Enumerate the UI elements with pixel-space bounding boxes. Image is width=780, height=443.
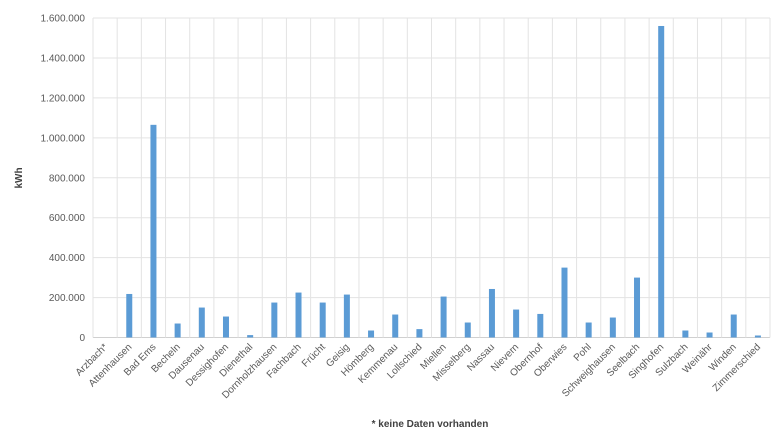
y-tick-label: 1.200.000 xyxy=(41,93,86,104)
bar-nievern xyxy=(513,309,520,338)
bar-seelbach xyxy=(634,277,641,338)
grid xyxy=(92,17,771,338)
y-tick-label: 1.000.000 xyxy=(41,133,86,144)
y-tick-label: 800.000 xyxy=(49,173,86,184)
bar-lollschied xyxy=(416,329,423,338)
y-tick-label: 0 xyxy=(79,333,85,344)
bar-kemmenau xyxy=(392,314,399,338)
bar-wein-hr xyxy=(706,332,713,338)
y-tick-label: 600.000 xyxy=(49,213,86,224)
bar-geisig xyxy=(343,294,350,338)
bar-dausenau xyxy=(198,307,205,338)
bar-oberwies xyxy=(561,267,568,338)
y-axis-label: kWh xyxy=(14,167,25,188)
y-tick-label: 1.400.000 xyxy=(41,53,86,64)
bar-singhofen xyxy=(658,25,665,338)
bar-dessighofen xyxy=(222,316,229,338)
y-tick-label: 200.000 xyxy=(49,293,86,304)
bar-attenhausen xyxy=(126,293,133,338)
y-tick-label: 1.600.000 xyxy=(41,14,86,25)
x-tick-label: Frücht xyxy=(300,342,328,370)
y-tick-label: 400.000 xyxy=(49,253,86,264)
bar-misselberg xyxy=(464,322,471,338)
bar-zimmerschied xyxy=(754,335,761,338)
bar-winden xyxy=(730,314,737,338)
bar-obernhof xyxy=(537,313,544,338)
footnote: * keine Daten vorhanden xyxy=(372,419,489,430)
bar-dornholzhausen xyxy=(271,302,278,338)
bar-pohl xyxy=(585,322,592,338)
bars xyxy=(126,25,761,338)
bar-dienethal xyxy=(247,335,254,338)
bar-sulzbach xyxy=(682,330,689,338)
bar-fachbach xyxy=(295,292,302,338)
bar-h-mberg xyxy=(368,330,375,338)
y-axis: 0 200.000 400.000 600.000 800.000 1.000.000 1.… xyxy=(41,14,86,345)
bar-schweighausen xyxy=(609,317,616,338)
bar-fr-cht xyxy=(319,302,326,338)
bar-becheln xyxy=(174,323,181,338)
bar-miellen xyxy=(440,296,447,338)
bar-nassau xyxy=(488,288,495,338)
bar-bad-ems xyxy=(150,124,157,338)
